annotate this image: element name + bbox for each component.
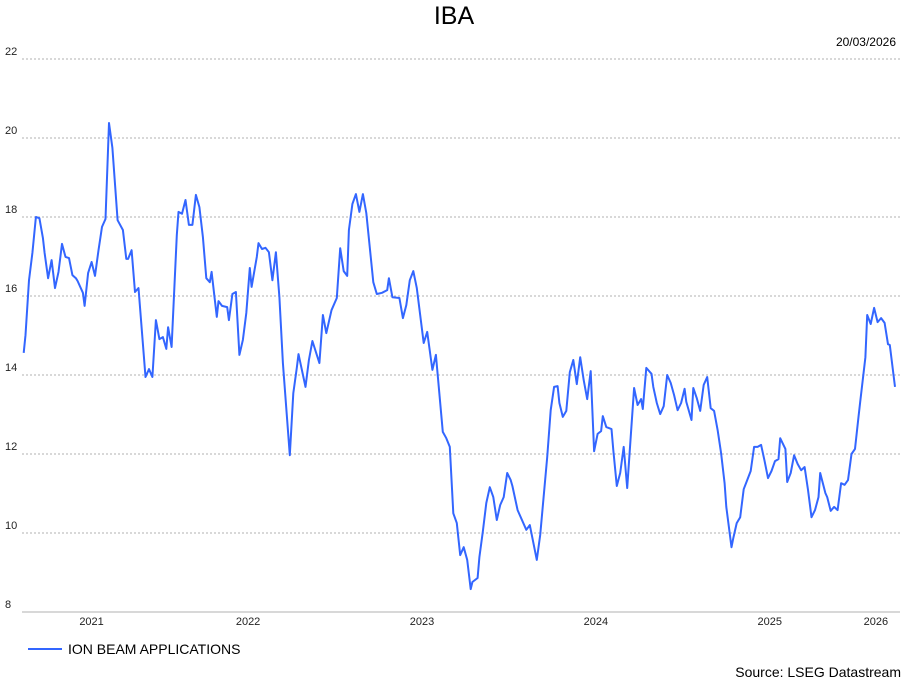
y-tick-label: 8 [5,599,11,611]
x-tick-label: 2022 [236,616,260,628]
y-tick-label: 18 [5,204,17,216]
x-tick-label: 2024 [584,616,608,628]
y-tick-label: 16 [5,283,17,295]
x-tick-label: 2025 [758,616,782,628]
y-tick-label: 12 [5,441,17,453]
x-tick-label: 2026 [864,616,888,628]
source-label: Source: LSEG Datastream [735,664,901,680]
grid-lines [22,58,900,613]
y-axis-ticks: 8 10 12 14 16 18 20 22 [5,46,17,611]
legend-label: ION BEAM APPLICATIONS [68,641,241,657]
chart-title: IBA [433,2,475,30]
series-line-ion-beam-applications [22,122,896,591]
y-tick-label: 20 [5,125,17,137]
x-tick-label: 2021 [79,616,103,628]
legend: ION BEAM APPLICATIONS [28,641,240,657]
series-lines [22,122,896,591]
date-label: 20/03/2026 [835,35,896,49]
y-tick-label: 14 [5,362,17,374]
legend-swatch [28,648,62,650]
y-tick-label: 10 [5,520,17,532]
x-axis-ticks: 2021 2022 2023 2024 2025 2026 [79,616,888,628]
y-tick-label: 22 [5,46,17,58]
x-tick-label: 2023 [410,616,434,628]
